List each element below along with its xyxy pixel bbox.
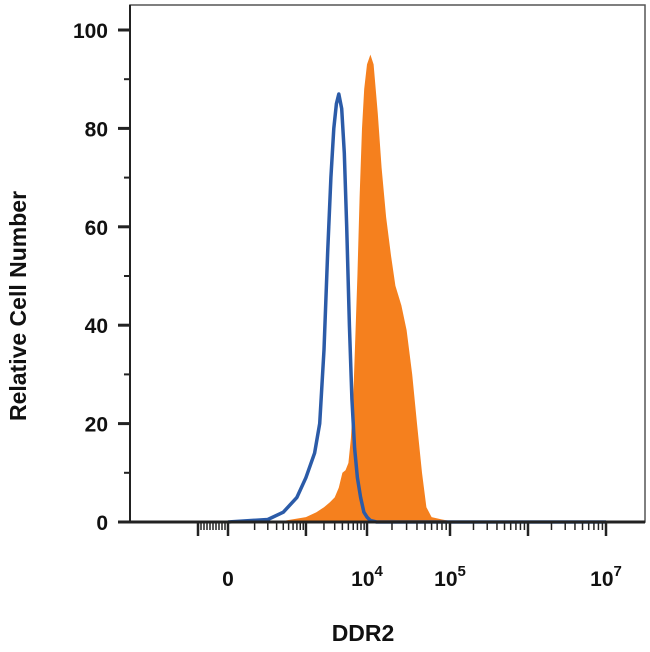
- x-tick-label-2: 105: [434, 563, 466, 591]
- line-histogram-series: [227, 92, 606, 524]
- x-tick-label-3: 107: [590, 563, 622, 591]
- axes-layer: [118, 5, 645, 536]
- y-axis-title: Relative Cell Number: [5, 191, 31, 421]
- x-tick-label-0: 0: [222, 568, 234, 591]
- y-tick-label-80: 80: [85, 118, 108, 141]
- x-tick-label-1: 104: [351, 563, 383, 591]
- labels-layer: 0 20 40 60 80 100 0 104 105 107: [73, 20, 622, 591]
- y-tick-label-20: 20: [85, 414, 108, 437]
- filled-histogram-series: [276, 54, 457, 522]
- y-tick-label-40: 40: [85, 315, 108, 338]
- series-layer: [227, 54, 606, 524]
- y-tick-label-0: 0: [96, 512, 108, 535]
- x-axis-title: DDR2: [332, 620, 395, 646]
- y-tick-label-60: 60: [85, 217, 108, 240]
- y-tick-label-100: 100: [73, 20, 108, 43]
